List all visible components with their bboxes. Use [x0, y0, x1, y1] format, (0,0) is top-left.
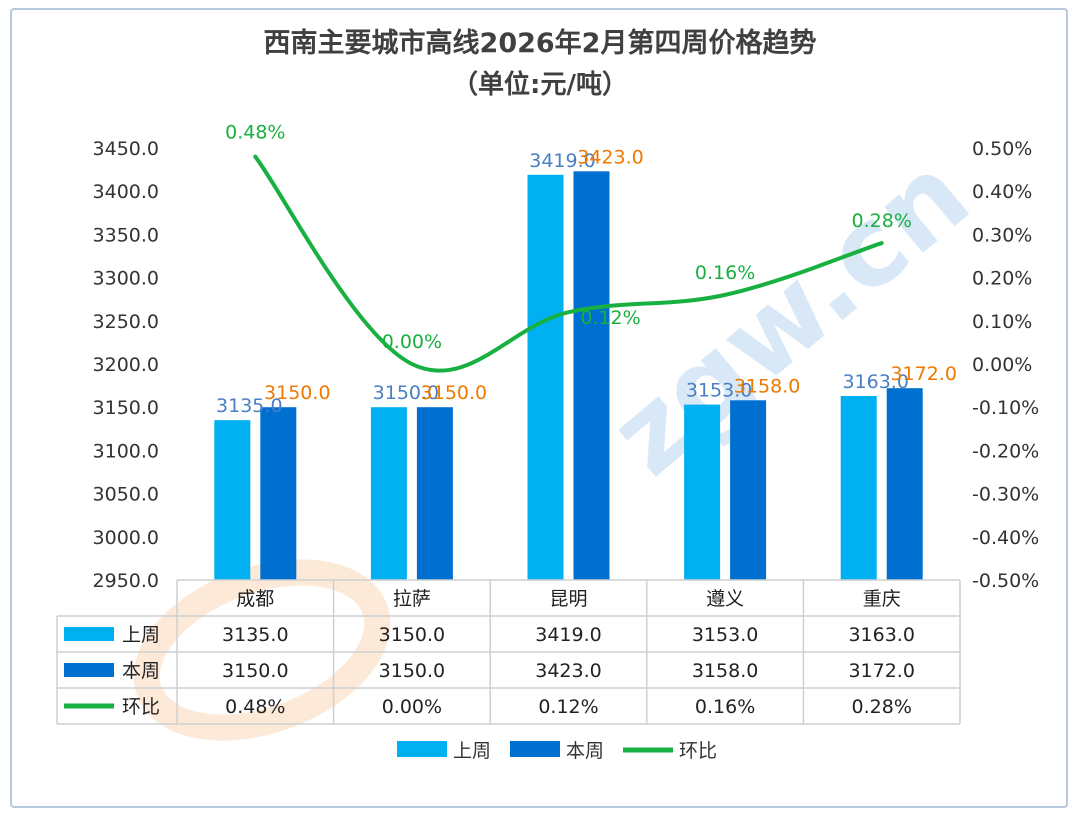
table-series-name: 上周 [122, 624, 160, 646]
line-value-label: 0.00% [382, 331, 442, 353]
bar-value-label: 3419.0 [529, 150, 595, 172]
table-cell: 3172.0 [848, 660, 914, 682]
table-cell: 3150.0 [379, 624, 445, 646]
bar-value-label: 3163.0 [842, 371, 908, 393]
table-cell: 3153.0 [692, 624, 758, 646]
legend: 上周 本周 环比 [397, 740, 717, 762]
y-axis-right: -0.50% -0.40% -0.30% -0.20% -0.10% 0.00% 0.10%… [972, 138, 1039, 592]
category-label: 遵义 [706, 588, 744, 610]
y-tick-label-right: -0.20% [972, 440, 1039, 462]
y-tick-label-left: 3200.0 [93, 354, 159, 376]
chart-subtitle: （单位:元/吨） [452, 69, 628, 100]
table-cell: 3150.0 [222, 660, 288, 682]
bar-last-week [370, 407, 407, 580]
table-cell: 0.28% [852, 696, 912, 718]
bar-value-label: 3172.0 [890, 363, 956, 385]
line-value-label: 0.28% [852, 210, 912, 232]
bar-last-week [684, 404, 721, 580]
y-tick-label-right: -0.40% [972, 527, 1039, 549]
table-cell: 3158.0 [692, 660, 758, 682]
bar-last-week [840, 395, 877, 580]
y-tick-label-left: 2950.0 [93, 570, 159, 592]
bar-value-label: 3150.0 [264, 382, 330, 404]
bar-value-label: 3158.0 [734, 375, 800, 397]
legend-label: 本周 [566, 740, 604, 762]
y-tick-label-left: 3350.0 [93, 224, 159, 246]
bar-this-week [730, 400, 767, 580]
y-tick-label-left: 3100.0 [93, 440, 159, 462]
y-tick-label-left: 3250.0 [93, 311, 159, 333]
bar-value-label: 3150.0 [373, 382, 439, 404]
y-tick-label-right: -0.10% [972, 397, 1039, 419]
legend-label: 环比 [679, 740, 717, 762]
table-series-name: 环比 [122, 696, 160, 718]
y-tick-label-right: -0.50% [972, 570, 1039, 592]
bar-value-label: 3135.0 [216, 395, 282, 417]
table-series-name: 本周 [122, 660, 160, 682]
legend-key-last-week [397, 741, 447, 757]
bar-series [214, 171, 923, 580]
watermark-swoosh [133, 559, 391, 741]
table-cell: 0.48% [225, 696, 285, 718]
category-label: 重庆 [863, 588, 901, 610]
bar-value-label: 3150.0 [421, 382, 487, 404]
y-tick-label-right: 0.00% [972, 354, 1032, 376]
y-tick-label-left: 3050.0 [93, 484, 159, 506]
bar-this-week [886, 388, 923, 580]
table-cell: 0.16% [695, 696, 755, 718]
chart-title: 西南主要城市高线2026年2月第四周价格趋势 [264, 27, 817, 59]
category-label: 成都 [236, 588, 274, 610]
table-cell: 3135.0 [222, 624, 288, 646]
y-tick-label-right: 0.20% [972, 268, 1032, 290]
bar-this-week [573, 171, 610, 580]
bar-value-label: 3423.0 [577, 146, 643, 168]
bar-this-week [416, 407, 453, 580]
y-tick-label-left: 3000.0 [93, 527, 159, 549]
bar-value-label: 3153.0 [686, 380, 752, 402]
y-tick-label-right: 0.10% [972, 311, 1032, 333]
table-cell: 3419.0 [535, 624, 601, 646]
table-cell: 0.12% [538, 696, 598, 718]
y-axis-left: 2950.0 3000.0 3050.0 3100.0 3150.0 3200.0 3250… [93, 138, 159, 592]
chart: zgw.cn 西南主要城市高线2026年2月第四周价格趋势 （单位:元/吨） 2… [56, 27, 1039, 762]
y-tick-label-right: -0.30% [972, 484, 1039, 506]
line-value-label: 0.12% [580, 307, 640, 329]
line-series [253, 154, 884, 373]
y-tick-label-right: 0.40% [972, 181, 1032, 203]
y-tick-label-right: 0.50% [972, 138, 1032, 160]
legend-key-this-week [510, 741, 560, 757]
bar-last-week [527, 174, 564, 580]
legend-label: 上周 [453, 740, 491, 762]
bar-last-week [214, 420, 251, 580]
table-cell: 3423.0 [535, 660, 601, 682]
category-label: 拉萨 [393, 588, 431, 610]
line-value-label: 0.16% [695, 262, 755, 284]
table-key-last-week [64, 627, 114, 641]
table-cell: 3163.0 [848, 624, 914, 646]
line-ratio [253, 154, 884, 373]
y-tick-label-left: 3450.0 [93, 138, 159, 160]
category-label: 昆明 [549, 588, 587, 610]
y-tick-label-right: 0.30% [972, 224, 1032, 246]
table-cell: 3150.0 [379, 660, 445, 682]
table-key-this-week [64, 663, 114, 677]
chart-frame: zgw.cn 西南主要城市高线2026年2月第四周价格趋势 （单位:元/吨） 2… [10, 8, 1068, 808]
line-value-label: 0.48% [225, 122, 285, 144]
bar-this-week [260, 407, 297, 580]
y-tick-label-left: 3150.0 [93, 397, 159, 419]
watermark-text: zgw.cn [586, 130, 992, 500]
y-tick-label-left: 3300.0 [93, 268, 159, 290]
table-cell: 0.00% [382, 696, 442, 718]
y-tick-label-left: 3400.0 [93, 181, 159, 203]
